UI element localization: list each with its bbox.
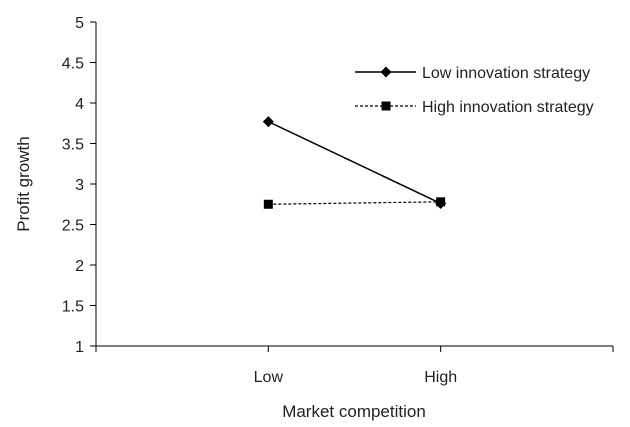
series-line-1 [268, 201, 441, 205]
y-tick-label: 3 [75, 177, 84, 194]
y-tick-label: 1.5 [62, 299, 84, 316]
data-point-s1-0 [263, 199, 273, 209]
y-tick-label: 3.5 [62, 137, 84, 154]
data-point-s0-0 [262, 116, 274, 128]
x-tick-label: Low [254, 369, 284, 386]
series-line-0 [268, 120, 441, 205]
y-tick-label: 4 [75, 96, 84, 113]
legend-label-0: Low innovation strategy [422, 65, 590, 82]
x-ticks: Low High [95, 346, 614, 386]
y-ticks: 1 1.5 2 2.5 3 3.5 4 4.5 5 [62, 15, 96, 356]
legend: Low innovation strategy High innovation s… [355, 65, 594, 116]
data-point-s1-1 [436, 197, 446, 207]
x-tick-label: High [424, 369, 457, 386]
x-axis-title: Market competition [282, 402, 426, 421]
legend-marker-1 [381, 101, 391, 111]
y-tick-label: 5 [75, 15, 84, 32]
y-tick-label: 1 [75, 339, 84, 356]
y-tick-label: 2.5 [62, 218, 84, 235]
y-tick-label: 2 [75, 258, 84, 275]
legend-marker-0 [380, 66, 392, 78]
legend-label-1: High innovation strategy [422, 99, 594, 116]
series-layer [262, 116, 447, 209]
y-tick-label: 4.5 [62, 56, 84, 73]
y-axis-title: Profit growth [14, 136, 33, 231]
